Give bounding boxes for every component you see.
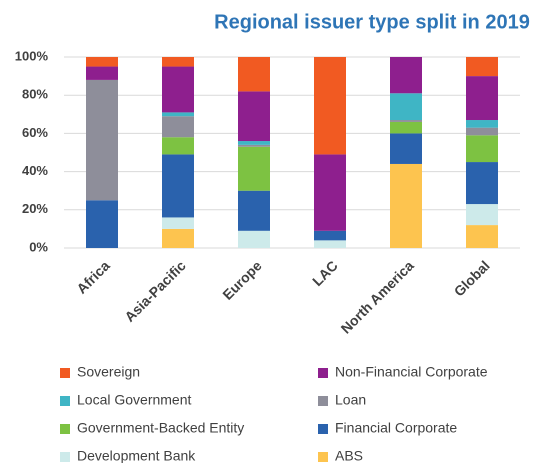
- x-tick-label: Europe: [219, 257, 265, 303]
- legend-label: ABS: [335, 448, 363, 463]
- legend-label: Government-Backed Entity: [77, 420, 244, 436]
- x-tick-label: LAC: [309, 257, 341, 289]
- bar-segment: [238, 146, 270, 191]
- bar-segment: [466, 127, 498, 136]
- bar-segment: [466, 135, 498, 163]
- legend-label: Non-Financial Corporate: [335, 364, 488, 380]
- legend-swatch: [318, 424, 328, 434]
- bar-segment: [466, 76, 498, 121]
- bar-segment: [238, 144, 270, 147]
- bar-segment: [390, 57, 422, 94]
- legend-swatch: [60, 452, 70, 462]
- bar-segment: [314, 240, 346, 248]
- y-tick-label: 0%: [29, 239, 48, 254]
- legend-label: Financial Corporate: [335, 420, 457, 436]
- bar-segment: [314, 57, 346, 155]
- bar-segment: [86, 57, 118, 67]
- bar-segment: [390, 163, 422, 248]
- x-tick-label: North America: [338, 257, 417, 336]
- bar-segment: [162, 112, 194, 117]
- bar-segment: [86, 66, 118, 80]
- y-tick-label: 80%: [22, 87, 48, 102]
- bar-segment: [390, 121, 422, 134]
- bar-segment: [162, 137, 194, 155]
- bar-segment: [466, 162, 498, 205]
- bar-segment: [162, 154, 194, 218]
- bar-segment: [162, 66, 194, 113]
- legend-swatch: [318, 452, 328, 462]
- y-tick-label: 60%: [22, 125, 48, 140]
- y-tick-label: 20%: [22, 201, 48, 216]
- legend-swatch: [60, 396, 70, 406]
- bar-segment: [86, 79, 118, 201]
- bar-segment: [466, 204, 498, 226]
- bar-segment: [162, 116, 194, 138]
- bar-segment: [466, 120, 498, 128]
- bar-segment: [390, 133, 422, 164]
- bar-segment: [390, 93, 422, 121]
- y-tick-label: 100%: [15, 48, 49, 63]
- bar-segment: [314, 154, 346, 231]
- x-tick-label: Global: [451, 257, 493, 299]
- bar-segment: [238, 57, 270, 92]
- bar-segment: [238, 141, 270, 145]
- bar-segment: [238, 230, 270, 248]
- legend-swatch: [318, 396, 328, 406]
- bar-segment: [314, 230, 346, 241]
- bar-segment: [162, 57, 194, 67]
- bar-segment: [466, 225, 498, 248]
- x-tick-label: Asia-Pacific: [121, 257, 189, 325]
- bar-segment: [162, 217, 194, 229]
- legend-swatch: [60, 368, 70, 378]
- legend-swatch: [318, 368, 328, 378]
- bar-segment: [390, 120, 422, 122]
- bar-segment: [466, 57, 498, 77]
- legend-label: Loan: [335, 392, 366, 408]
- bar-segment: [86, 200, 118, 248]
- legend-swatch: [60, 424, 70, 434]
- x-tick-label: Africa: [73, 257, 113, 297]
- bar-segment: [238, 190, 270, 231]
- legend-label: Development Bank: [77, 448, 196, 463]
- bar-segment: [162, 228, 194, 248]
- y-tick-label: 40%: [22, 163, 48, 178]
- legend-label: Local Government: [77, 392, 192, 408]
- bar-segment: [238, 91, 270, 142]
- legend-label: Sovereign: [77, 364, 140, 380]
- chart-title: Regional issuer type split in 2019: [214, 11, 530, 33]
